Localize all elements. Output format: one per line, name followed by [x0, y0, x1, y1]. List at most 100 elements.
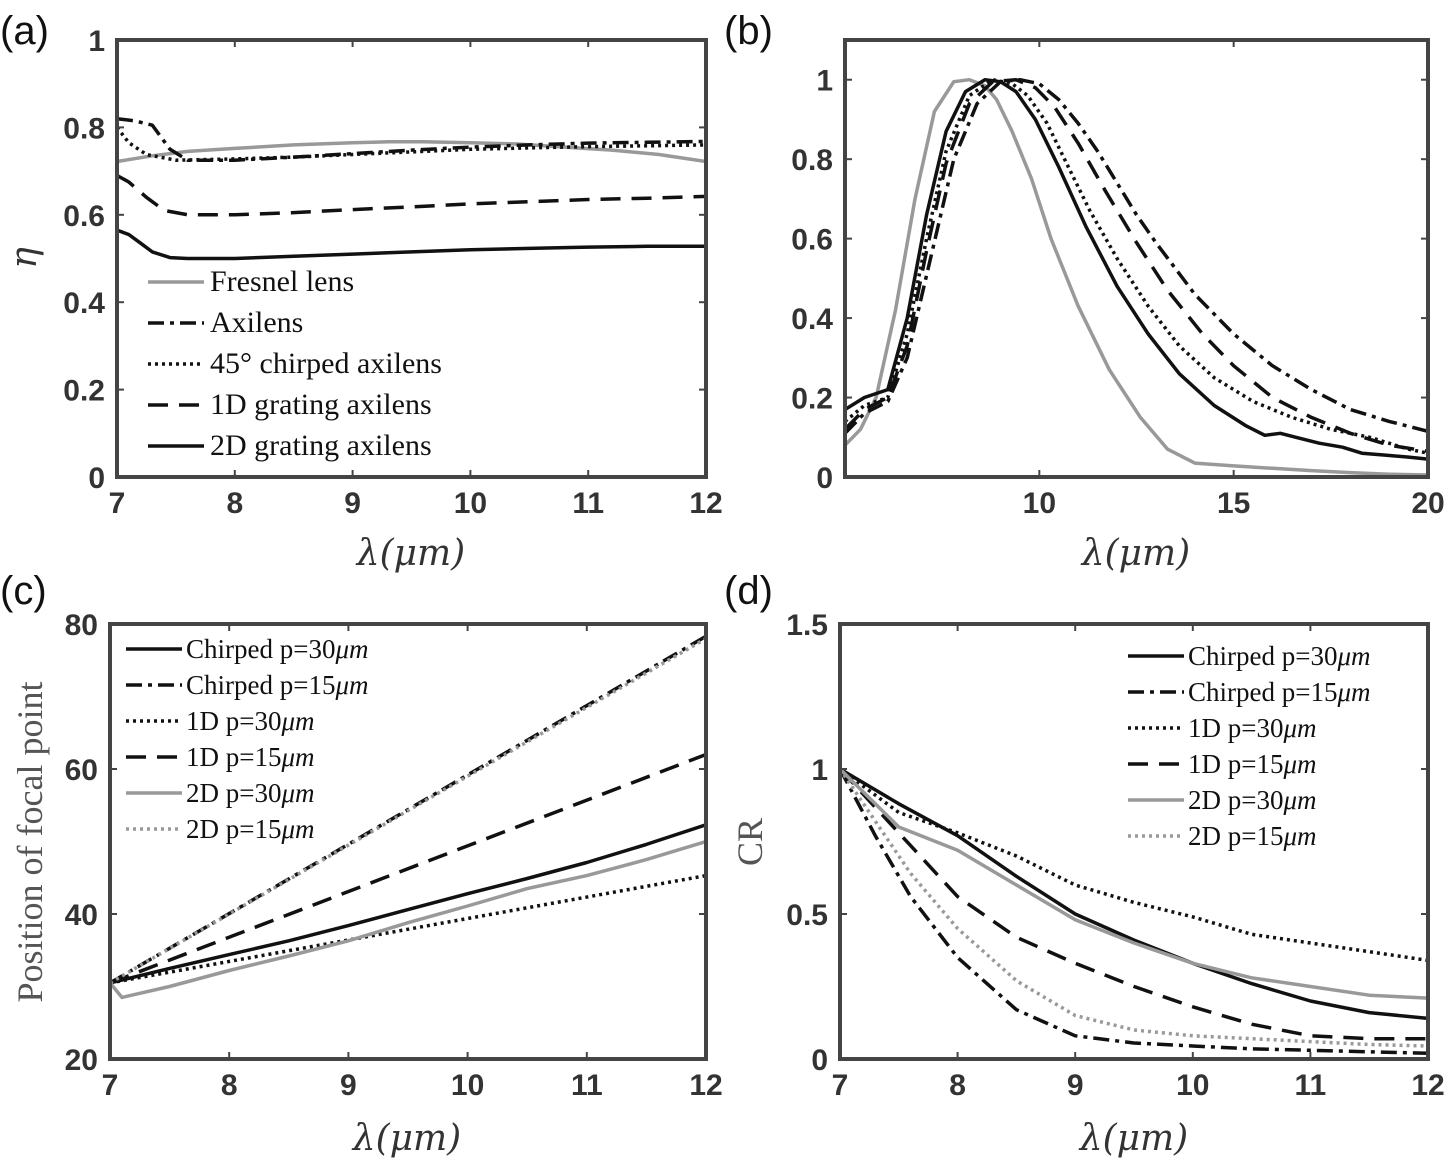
ytick-label-a-3: 0.6	[63, 200, 105, 233]
series-c-0	[110, 823, 706, 985]
legend-label-a-2: 45° chirped axilens	[210, 347, 442, 380]
legend-label-a-1: Axilens	[210, 306, 303, 339]
legend-label-d-1: Chirped p=15μm	[1188, 677, 1371, 707]
xlabel-d: λ(μm)	[1078, 1118, 1188, 1159]
xtick-label-a-0: 7	[109, 487, 126, 520]
ytick-label-c-0: 20	[65, 1044, 98, 1077]
xtick-label-b-0: 10	[1023, 487, 1056, 520]
xtick-label-c-1: 8	[221, 1069, 238, 1102]
series-a-3	[117, 173, 706, 217]
ytick-label-c-1: 40	[65, 899, 98, 932]
axes-frame-b	[843, 38, 1430, 479]
xtick-label-d-1: 8	[949, 1069, 966, 1102]
ytick-label-a-1: 0.2	[63, 375, 105, 408]
xtick-label-a-4: 11	[572, 487, 604, 520]
ytick-label-a-0: 0	[88, 462, 105, 495]
ytick-label-d-3: 1.5	[786, 609, 828, 642]
axes-frame-d	[838, 622, 1430, 1061]
xtick-label-c-0: 7	[102, 1069, 119, 1102]
xtick-label-a-3: 10	[454, 487, 487, 520]
ytick-label-b-4: 0.8	[791, 144, 833, 177]
series-d-2	[840, 767, 1428, 963]
ytick-label-d-0: 0	[811, 1044, 828, 1077]
series-a-0	[117, 140, 706, 164]
legend-label-d-5: 2D p=15μm	[1188, 821, 1317, 851]
ytick-label-c-3: 80	[65, 609, 98, 642]
legend-label-d-2: 1D p=30μm	[1188, 713, 1317, 743]
ytick-label-b-1: 0.2	[791, 383, 833, 416]
xtick-label-c-2: 9	[340, 1069, 357, 1102]
panel-letter-d: (d)	[724, 569, 773, 613]
series-c-3	[110, 752, 706, 985]
ytick-label-a-5: 1	[88, 25, 105, 58]
ytick-label-b-0: 0	[816, 462, 833, 495]
ytick-label-b-2: 0.4	[791, 303, 833, 336]
legend-label-c-5: 2D p=15μm	[186, 814, 315, 844]
panel-a: 7 8 9 10 11 12 0 0.2 0.4 0.6 0.8 1 Fresnel lens Axile…	[63, 25, 722, 520]
series-b-2	[845, 77, 1428, 455]
legend-label-a-3: 1D grating axilens	[210, 388, 432, 421]
legend-label-d-4: 2D p=30μm	[1188, 785, 1317, 815]
xtick-label-b-2: 20	[1411, 487, 1444, 520]
ytick-label-b-5: 1	[816, 65, 833, 98]
xlabel-a: λ(μm)	[355, 533, 465, 574]
series-d-3	[840, 767, 1428, 1041]
series-d-4	[840, 767, 1428, 1000]
legend-c: Chirped p=30μm Chirped p=15μm 1D p=30μm 1D …	[126, 634, 369, 844]
ylabel-a: η	[4, 247, 45, 269]
series-c-5	[110, 636, 706, 985]
ytick-label-a-4: 0.8	[63, 112, 105, 145]
xtick-label-d-3: 10	[1176, 1069, 1209, 1102]
legend-a: Fresnel lens Axilens 45° chirped axilens 1D…	[148, 265, 442, 462]
series-d-1	[840, 768, 1428, 1055]
ytick-label-d-2: 1	[811, 754, 828, 787]
legend-d: Chirped p=30μm Chirped p=15μm 1D p=30μm 1D …	[1128, 641, 1371, 851]
xtick-label-d-4: 11	[1295, 1069, 1327, 1102]
ylabel-d: CR	[730, 818, 770, 866]
xtick-label-a-5: 12	[689, 487, 722, 520]
series-a-1	[117, 116, 706, 162]
panel-b: 10 15 20 0 0.2 0.4 0.6 0.8 1	[791, 38, 1445, 520]
series-b-4	[845, 77, 1428, 461]
series-b-3	[845, 77, 1428, 453]
series-d-5	[840, 768, 1428, 1048]
legend-label-c-2: 1D p=30μm	[186, 706, 315, 736]
series-d-0	[840, 767, 1428, 1021]
axes-frame-a	[115, 38, 708, 479]
panel-letter-c: (c)	[0, 569, 47, 613]
xtick-label-d-5: 12	[1411, 1069, 1444, 1102]
ytick-label-b-3: 0.6	[791, 224, 833, 257]
xtick-label-c-4: 11	[571, 1069, 603, 1102]
xtick-label-b-1: 15	[1217, 487, 1250, 520]
panel-letter-a: (a)	[0, 9, 49, 53]
xlabel-b: λ(μm)	[1080, 533, 1190, 574]
legend-label-c-0: Chirped p=30μm	[186, 634, 369, 664]
series-c-4	[110, 839, 706, 1000]
series-c-2	[110, 873, 706, 985]
legend-label-c-3: 1D p=15μm	[186, 742, 315, 772]
xtick-label-a-1: 8	[226, 487, 243, 520]
legend-label-c-4: 2D p=30μm	[186, 778, 315, 808]
xtick-label-a-2: 9	[344, 487, 361, 520]
series-a-2	[117, 126, 706, 162]
panel-letter-b: (b)	[724, 9, 773, 53]
legend-label-a-4: 2D grating axilens	[210, 429, 432, 462]
axes-frame-c	[108, 622, 708, 1061]
series-a-4	[117, 228, 706, 261]
xtick-label-d-2: 9	[1067, 1069, 1084, 1102]
legend-label-d-3: 1D p=15μm	[1188, 749, 1317, 779]
ytick-label-c-2: 60	[65, 754, 98, 787]
xtick-label-c-5: 12	[689, 1069, 722, 1102]
ylabel-c: Position of focal point	[10, 682, 50, 1003]
series-b-0	[845, 77, 1428, 477]
xtick-label-c-3: 10	[451, 1069, 484, 1102]
legend-label-c-1: Chirped p=15μm	[186, 670, 369, 700]
series-b-1	[845, 77, 1428, 435]
ytick-label-a-2: 0.4	[63, 287, 105, 320]
xtick-label-d-0: 7	[832, 1069, 849, 1102]
legend-label-a-0: Fresnel lens	[210, 265, 354, 298]
xlabel-c: λ(μm)	[351, 1118, 461, 1159]
